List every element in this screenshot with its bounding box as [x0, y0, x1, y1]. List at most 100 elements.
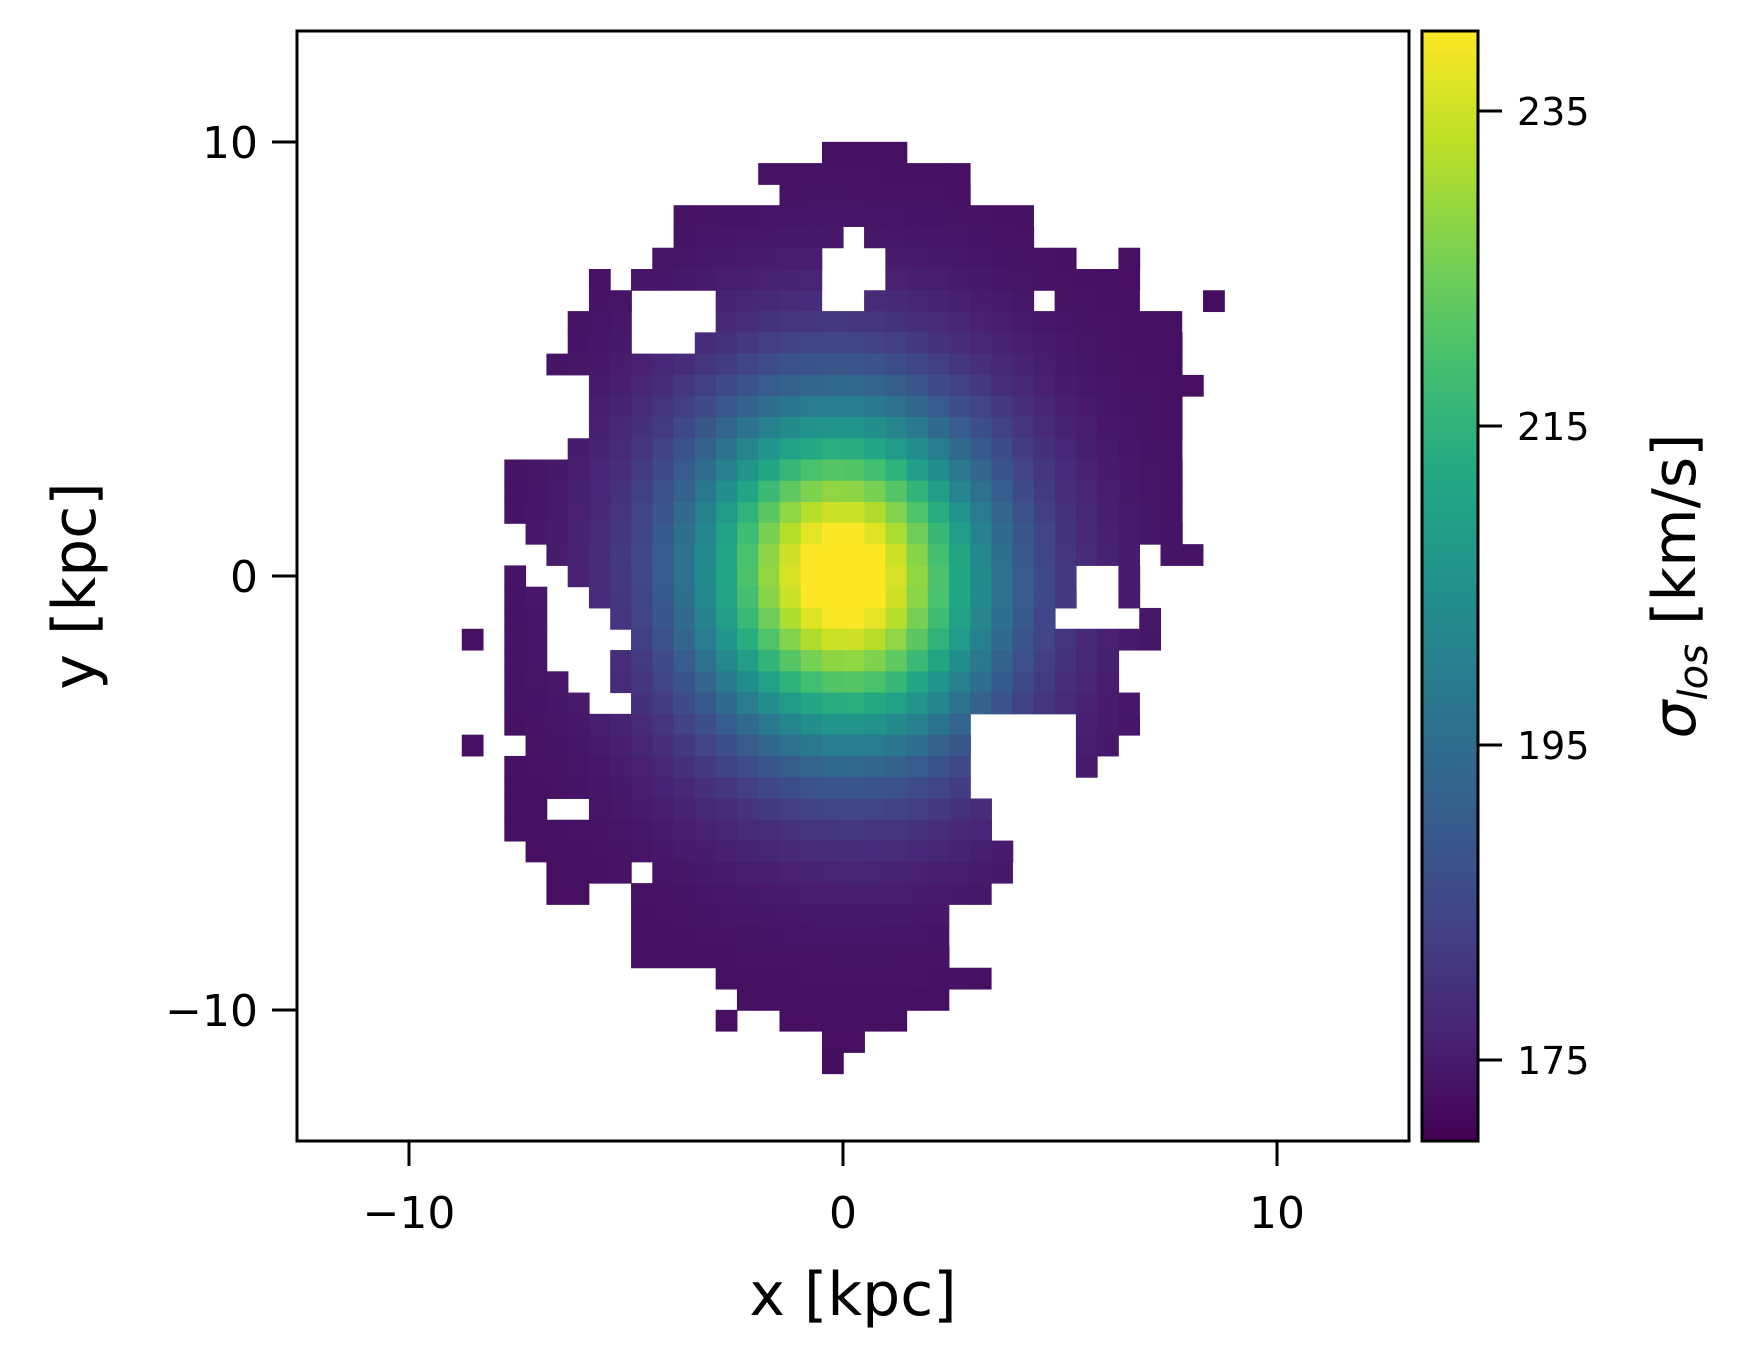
heatmap-cell	[758, 798, 781, 821]
heatmap-cell	[758, 671, 781, 694]
heatmap-cell	[610, 650, 632, 672]
heatmap-cell	[673, 544, 696, 566]
heatmap-cell	[1118, 247, 1141, 270]
heatmap-cell	[610, 734, 633, 757]
heatmap-cell	[885, 438, 908, 461]
heatmap-cell	[610, 332, 632, 355]
heatmap-cell	[885, 777, 908, 799]
heatmap-cell	[885, 290, 908, 313]
heatmap-cell	[906, 522, 929, 545]
heatmap-cell	[652, 713, 675, 736]
heatmap-cell	[821, 1052, 844, 1075]
heatmap-cell	[906, 713, 929, 736]
heatmap-cell	[779, 1009, 802, 1032]
heatmap-cell	[652, 522, 675, 545]
heatmap-cell	[991, 840, 1014, 863]
heatmap-cell	[885, 692, 907, 715]
heatmap-cell	[715, 967, 738, 990]
heatmap-cell	[927, 671, 950, 694]
heatmap-cell	[1139, 628, 1162, 651]
heatmap-cell	[779, 607, 802, 630]
heatmap-cell	[758, 946, 781, 969]
heatmap-cell	[906, 374, 929, 397]
heatmap-cell	[1097, 374, 1120, 397]
heatmap-cell	[864, 586, 887, 609]
heatmap-cell	[906, 819, 929, 842]
heatmap-cell	[991, 650, 1014, 672]
heatmap-cell	[885, 967, 907, 990]
heatmap-cell	[694, 544, 717, 566]
heatmap-cell	[842, 163, 865, 185]
heatmap-cell	[694, 628, 717, 651]
heatmap-cell	[589, 459, 611, 482]
heatmap-cell	[821, 819, 844, 842]
heatmap-cell	[1160, 459, 1183, 482]
heatmap-cell	[1097, 438, 1119, 461]
heatmap-cell	[990, 311, 1013, 333]
heatmap-cell	[885, 416, 908, 439]
heatmap-cell	[948, 416, 971, 439]
heatmap-cell	[758, 755, 781, 778]
heatmap-cell	[546, 353, 569, 376]
heatmap-cell	[1160, 438, 1183, 461]
heatmap-cell	[991, 416, 1014, 439]
heatmap-cell	[673, 692, 696, 715]
heatmap-cell	[1012, 205, 1034, 227]
heatmap-cell	[567, 777, 590, 799]
heatmap-cell	[694, 247, 717, 270]
heatmap-cell	[589, 777, 611, 799]
heatmap-cell	[843, 502, 865, 524]
heatmap-cell	[906, 311, 929, 333]
heatmap-cell	[716, 586, 738, 609]
colorbar-label-subscript: los	[1671, 644, 1717, 700]
heatmap-cell	[906, 692, 929, 715]
heatmap-cell	[525, 522, 548, 545]
heatmap-cell	[610, 798, 632, 821]
heatmap-cell	[821, 883, 844, 905]
heatmap-cell	[885, 163, 908, 185]
heatmap-cell	[652, 840, 675, 863]
heatmap-cell	[736, 268, 759, 291]
heatmap-cell	[1012, 628, 1035, 651]
heatmap-cell	[842, 904, 865, 927]
heatmap-cell	[864, 396, 887, 418]
heatmap-cell	[821, 141, 844, 164]
heatmap-cell	[842, 205, 865, 227]
heatmap-cell	[546, 522, 569, 545]
heatmap-cell	[842, 692, 865, 715]
heatmap-cell	[567, 544, 590, 566]
heatmap-cell	[1033, 268, 1056, 291]
heatmap-cell	[673, 777, 696, 799]
heatmap-cell	[694, 650, 717, 672]
heatmap-cell	[737, 798, 759, 821]
heatmap-cell	[1139, 607, 1162, 630]
heatmap-cell	[991, 502, 1014, 524]
heatmap-cell	[927, 416, 950, 439]
heatmap-cell	[758, 332, 781, 355]
heatmap-cell	[948, 205, 971, 227]
heatmap-cell	[504, 565, 527, 588]
heatmap-cell	[546, 819, 569, 842]
heatmap-cell	[948, 163, 971, 185]
heatmap-cell	[1181, 374, 1204, 397]
heatmap-cell	[652, 565, 675, 588]
heatmap-cell	[694, 755, 717, 778]
heatmap-cell	[1033, 396, 1056, 418]
heatmap-cell	[737, 247, 759, 270]
heatmap-cell	[736, 925, 759, 948]
heatmap-cell	[948, 332, 971, 355]
heatmap-cell	[1118, 268, 1141, 291]
heatmap-cell	[758, 967, 780, 990]
heatmap-cell	[864, 628, 886, 651]
heatmap-cell	[1012, 565, 1035, 588]
heatmap-cell	[716, 416, 738, 439]
heatmap-cell	[800, 904, 823, 927]
heatmap-cell	[864, 565, 886, 588]
heatmap-cell	[758, 226, 781, 249]
heatmap-cell	[864, 946, 886, 969]
heatmap-cell	[1054, 353, 1077, 376]
heatmap-cell	[694, 883, 717, 905]
heatmap-cell	[970, 671, 993, 694]
heatmap-cell	[1033, 311, 1056, 333]
